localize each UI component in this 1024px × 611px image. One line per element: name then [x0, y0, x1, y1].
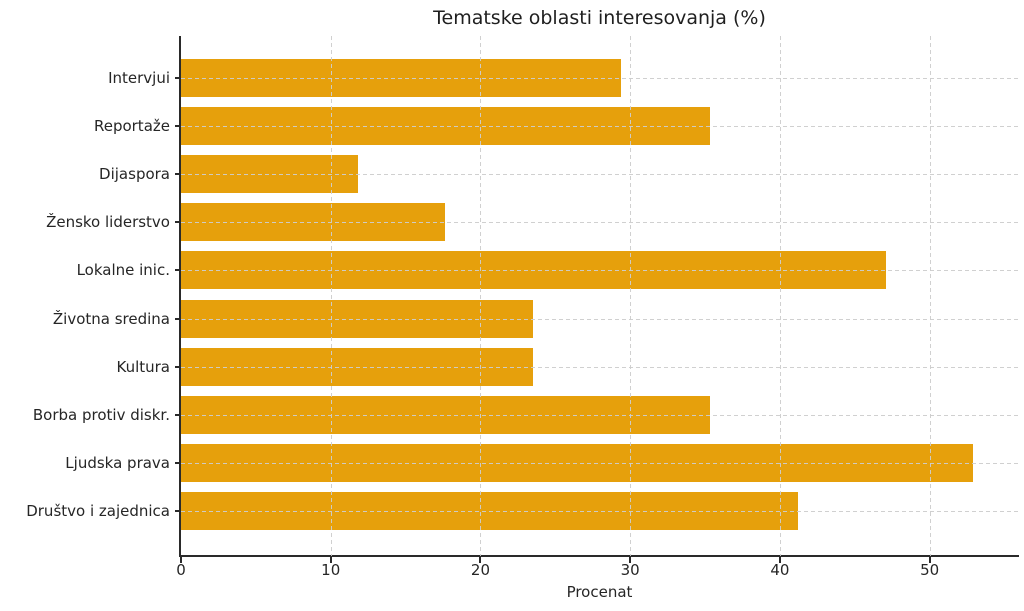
- x-tick-40: [778, 557, 781, 563]
- y-tick-label-7: Borba protiv diskr.: [32, 406, 170, 425]
- y-tick-label-5: Životna sredina: [52, 309, 170, 328]
- x-gridline-10: [330, 36, 332, 556]
- y-tick-label-2: Dijaspora: [99, 164, 170, 183]
- y-tick-label-4: Lokalne inic.: [76, 261, 170, 280]
- x-gridline-50: [929, 36, 931, 556]
- x-tick-label-40: 40: [770, 561, 790, 579]
- y-tick-4: [175, 269, 181, 272]
- y-tick-label-9: Društvo i zajednica: [26, 502, 170, 521]
- y-tick-label-6: Kultura: [116, 357, 170, 376]
- y-tick-3: [175, 221, 181, 224]
- x-axis-spine: [179, 555, 1019, 557]
- y-tick-2: [175, 172, 181, 175]
- x-tick-label-50: 50: [920, 561, 940, 579]
- y-gridline-8: [181, 463, 1018, 465]
- plot-area: [181, 36, 1018, 556]
- x-gridline-40: [779, 36, 781, 556]
- y-tick-6: [175, 365, 181, 368]
- x-axis-label: Procenat: [566, 583, 633, 601]
- x-tick-20: [479, 557, 482, 563]
- chart-title: Tematske oblasti interesovanja (%): [433, 7, 766, 29]
- x-tick-label-20: 20: [470, 561, 490, 579]
- y-tick-8: [175, 462, 181, 465]
- y-tick-label-8: Ljudska prava: [65, 454, 170, 473]
- x-tick-0: [180, 557, 182, 563]
- y-tick-0: [175, 76, 181, 79]
- x-tick-10: [329, 557, 332, 563]
- y-gridline-4: [181, 270, 1018, 272]
- y-gridline-5: [181, 318, 1018, 320]
- y-gridline-6: [181, 366, 1018, 368]
- x-tick-50: [928, 557, 931, 563]
- y-tick-9: [175, 510, 181, 513]
- x-tick-30: [629, 557, 632, 563]
- y-gridline-7: [181, 415, 1018, 417]
- x-tick-label-0: 0: [176, 561, 186, 579]
- x-tick-label-10: 10: [321, 561, 341, 579]
- y-tick-label-0: Intervjui: [108, 68, 170, 87]
- x-gridline-30: [630, 36, 632, 556]
- y-tick-7: [175, 414, 181, 417]
- y-gridline-0: [181, 77, 1018, 79]
- x-tick-label-30: 30: [620, 561, 640, 579]
- y-tick-1: [175, 124, 181, 127]
- y-tick-label-1: Reportaže: [93, 116, 170, 135]
- y-gridline-1: [181, 125, 1018, 127]
- y-axis-spine: [179, 36, 181, 557]
- y-tick-5: [175, 317, 181, 320]
- x-gridline-20: [480, 36, 482, 556]
- y-tick-label-3: Žensko liderstvo: [46, 213, 170, 232]
- y-gridline-2: [181, 173, 1018, 175]
- y-gridline-9: [181, 511, 1018, 513]
- y-gridline-3: [181, 222, 1018, 224]
